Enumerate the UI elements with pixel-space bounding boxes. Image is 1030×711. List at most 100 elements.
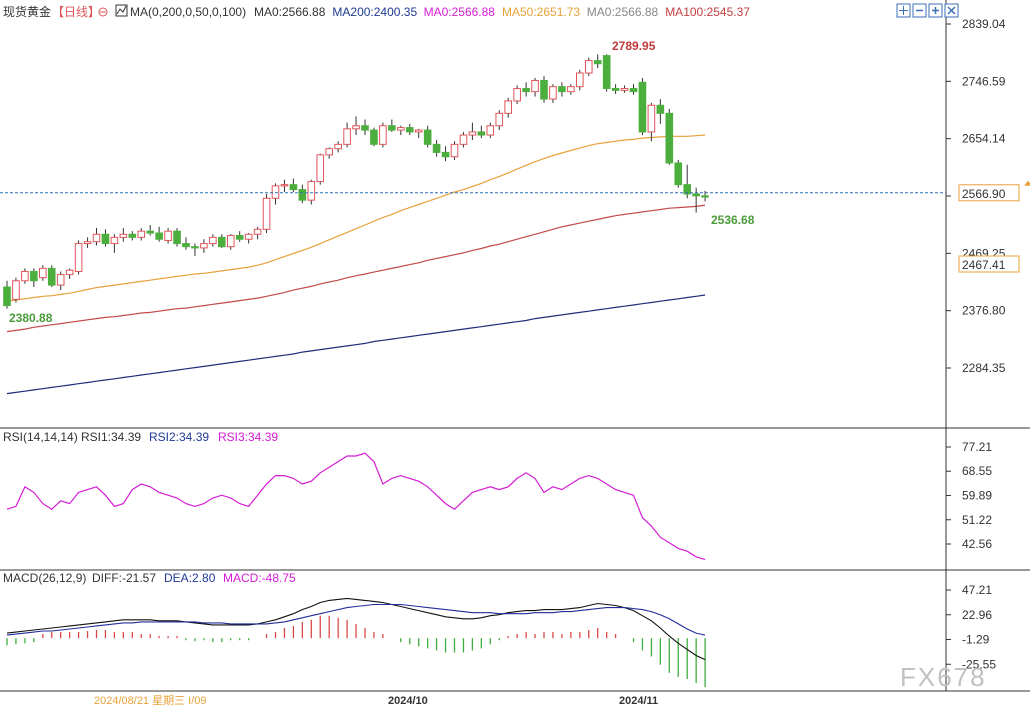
- main-header: 现货黄金 【日线】 MA(0,200,0,50,0,100) MA0:2566.…: [3, 3, 959, 19]
- macd-lines: [6, 597, 706, 661]
- candle-body: [611, 88, 620, 91]
- y-tick-label: 22.96: [962, 608, 992, 622]
- candle-body: [513, 88, 521, 102]
- candle-body: [423, 129, 432, 145]
- ma50-line: [6, 134, 706, 302]
- candle-body: [280, 184, 289, 187]
- candle: [629, 84, 638, 95]
- ma-value: MA100:2545.37: [665, 5, 750, 19]
- candle: [39, 265, 47, 281]
- candle: [692, 187, 700, 213]
- current-price-label: 2566.90: [962, 187, 1006, 201]
- candle: [567, 84, 575, 95]
- candle-body: [119, 233, 128, 238]
- candle: [253, 226, 262, 240]
- candle: [316, 153, 325, 185]
- candle: [558, 82, 566, 97]
- candle: [244, 233, 253, 244]
- low-annotation: 2536.68: [711, 213, 755, 227]
- y-tick-label: 42.56: [962, 537, 992, 551]
- candle: [361, 119, 369, 136]
- rsi-line: [6, 452, 706, 561]
- watermark: FX678: [900, 662, 987, 692]
- candle-body: [218, 236, 226, 248]
- candle: [370, 127, 378, 147]
- candle: [325, 147, 333, 159]
- candle-body: [504, 100, 512, 114]
- indicator-icon[interactable]: [115, 4, 128, 17]
- candle-body: [593, 60, 602, 65]
- close-icon[interactable]: [944, 3, 959, 18]
- start-low-annotation: 2380.88: [9, 311, 53, 325]
- candle-body: [629, 88, 638, 93]
- ma50-tag-label: 2467.41: [962, 258, 1006, 272]
- candle: [298, 184, 307, 204]
- candle-body: [325, 148, 333, 156]
- candle: [289, 178, 298, 193]
- candle-body: [388, 125, 396, 131]
- candle-body: [226, 235, 235, 248]
- candle: [155, 226, 163, 242]
- candle-body: [522, 88, 530, 93]
- rsi-params: RSI(14,14,14): [3, 430, 78, 444]
- y-tick-label: 2376.80: [962, 304, 1006, 318]
- candle: [110, 234, 119, 253]
- candle-body: [101, 233, 110, 245]
- y-tick-label: 2284.35: [962, 361, 1006, 375]
- candle-body: [271, 185, 280, 199]
- candle: [173, 228, 181, 247]
- candle-body: [486, 125, 495, 136]
- price-annotations: 2789.95 2536.68 2380.88: [9, 39, 755, 325]
- candle-body: [352, 125, 360, 130]
- macd-value: MACD:-48.75: [223, 571, 296, 585]
- candle-body: [128, 233, 137, 238]
- candle-body: [638, 81, 647, 133]
- candle-body: [235, 235, 244, 240]
- rsi-line: [6, 452, 706, 561]
- candle-body: [173, 230, 181, 245]
- candle: [584, 57, 593, 77]
- candle: [576, 69, 584, 91]
- zoom-out-icon[interactable]: [912, 3, 927, 18]
- candle: [137, 228, 146, 241]
- candle-body: [12, 280, 20, 300]
- candle: [504, 97, 512, 118]
- macd-params: MACD(26,12,9): [3, 571, 86, 585]
- ma-value: MA200:2400.35: [332, 5, 417, 19]
- candle-body: [307, 181, 316, 201]
- candle-body: [647, 104, 656, 133]
- candle-body: [540, 79, 548, 100]
- crosshair-icon[interactable]: [896, 3, 911, 18]
- candle: [468, 122, 477, 140]
- candle-body: [558, 86, 566, 93]
- candle: [191, 243, 199, 256]
- candle: [405, 123, 414, 136]
- ma-value: MA0:2566.88: [587, 5, 659, 19]
- zoom-in-icon[interactable]: [928, 3, 943, 18]
- candle: [656, 99, 665, 124]
- y-tick-label: -25.55: [962, 657, 996, 671]
- y-tick-label: 68.55: [962, 464, 992, 478]
- y-tick-label: 59.89: [962, 488, 992, 502]
- macd-histogram: [6, 615, 706, 688]
- candle-body: [316, 154, 325, 183]
- ma-params: MA(0,200,0,50,0,100): [130, 5, 246, 19]
- candle-body: [56, 274, 65, 286]
- settings-icon[interactable]: [98, 7, 108, 17]
- period-label[interactable]: 【日线】: [52, 5, 100, 19]
- candle-body: [397, 127, 405, 131]
- candle-body: [253, 228, 262, 235]
- candle: [486, 122, 495, 139]
- candle-body: [379, 125, 387, 145]
- date-axis: 2024/08/21 星期三 I/09 2024/10 2024/11: [94, 694, 658, 707]
- candle: [620, 85, 629, 93]
- ma-values: MA0:2566.88 MA200:2400.35 MA0:2566.88 MA50:…: [254, 5, 750, 19]
- candle: [388, 119, 396, 132]
- ma-value: MA0:2566.88: [424, 5, 496, 19]
- y-tick-label: 51.22: [962, 513, 992, 527]
- candle-body: [584, 60, 593, 74]
- candle-body: [289, 184, 298, 191]
- candle-body: [155, 232, 163, 240]
- candle-body: [343, 128, 351, 145]
- candle-body: [656, 104, 665, 114]
